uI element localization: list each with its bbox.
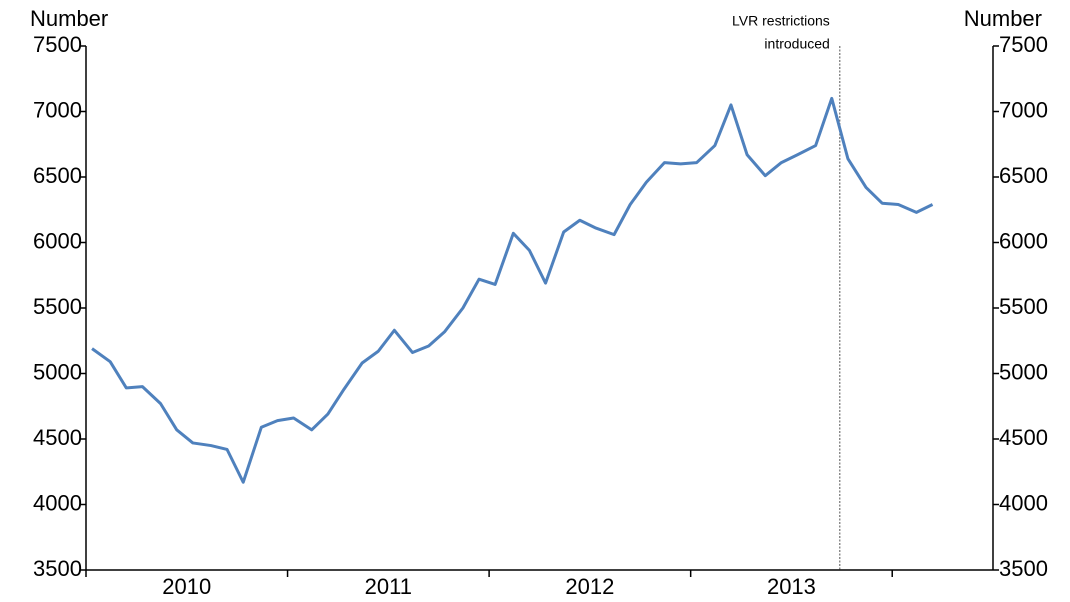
x-tick-label: 2011 [365,574,412,599]
y-tick-label: 5500 [33,294,82,319]
y-tick-label: 7500 [33,32,82,57]
y-axis-label: Number [30,6,108,31]
y-tick-label: 6000 [33,228,82,253]
y-tick-label: 7000 [33,97,82,122]
y2-tick-label: 5500 [999,294,1048,319]
y-tick-label: 5000 [33,359,82,384]
y-tick-label: 4500 [33,425,82,450]
y2-tick-label: 5000 [999,359,1048,384]
y2-tick-label: 6000 [999,228,1048,253]
annotation-text: introduced [764,36,829,52]
data-line [91,96,934,484]
y2-tick-label: 4000 [999,490,1048,515]
annotation-text: LVR restrictions [732,13,830,29]
x-tick-label: 2013 [767,574,816,599]
y-tick-label: 3500 [33,556,82,581]
y2-tick-label: 6500 [999,163,1048,188]
y2-tick-label: 7500 [999,32,1048,57]
y2-axis-label: Number [964,6,1042,31]
y-tick-label: 4000 [33,490,82,515]
x-tick-label: 2012 [565,574,614,599]
y2-tick-label: 4500 [999,425,1048,450]
y2-tick-label: 7000 [999,97,1048,122]
x-tick-label: 2010 [162,574,211,599]
y2-tick-label: 3500 [999,556,1048,581]
y-tick-label: 6500 [33,163,82,188]
